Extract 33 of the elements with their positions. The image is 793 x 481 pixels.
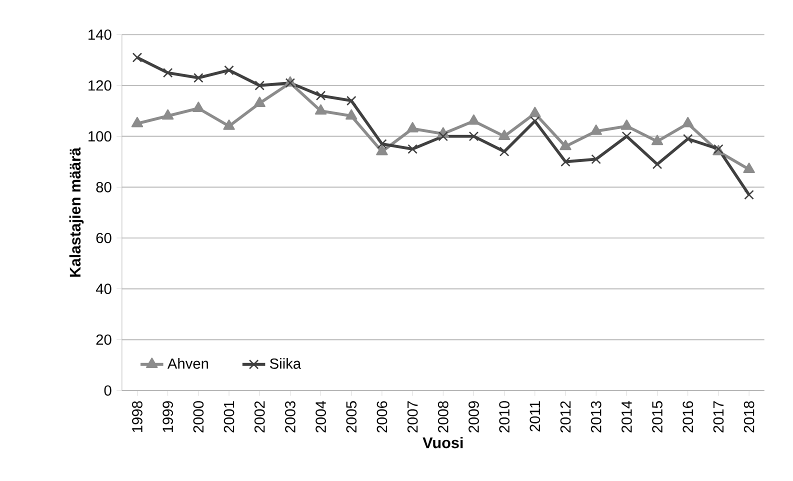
y-axis-title: Kalastajien määrä	[69, 147, 84, 277]
y-tick-label: 140	[88, 29, 112, 40]
y-tick-label: 20	[96, 334, 112, 345]
x-tick-label: 2002	[254, 401, 265, 432]
y-tick-label: 80	[96, 182, 112, 192]
x-tick-label: 2009	[468, 401, 479, 432]
x-tick-label: 2004	[316, 400, 326, 432]
y-tick-label: 100	[88, 131, 112, 142]
x-tick-label: 2005	[346, 401, 357, 432]
x-tick-label: 2011	[530, 401, 540, 432]
x-tick-label: 2012	[560, 401, 571, 432]
x-tick-label: 2008	[438, 401, 448, 432]
y-tick-label: 120	[88, 80, 112, 91]
y-tick-label: 0	[104, 385, 112, 396]
x-tick-label: 2001	[224, 401, 234, 432]
x-tick-label: 2000	[193, 401, 204, 432]
x-tick-label: 2016	[682, 401, 694, 432]
x-tick-label: 1999	[162, 401, 174, 432]
y-tick-label: 60	[96, 232, 112, 244]
x-tick-label: 2017	[713, 401, 724, 432]
y-tick-label: 40	[96, 284, 112, 294]
legend-label: Siika	[270, 358, 302, 369]
x-tick-label: 2015	[652, 401, 662, 432]
x-tick-label: 2006	[376, 401, 388, 432]
legend-label: Ahven	[167, 358, 208, 369]
x-tick-label: 2007	[407, 401, 418, 432]
x-axis-title: Vuosi	[422, 436, 463, 448]
x-tick-label: 1998	[132, 401, 142, 432]
x-tick-label: 2014	[622, 400, 632, 432]
x-tick-label: 2003	[285, 401, 296, 432]
x-tick-label: 2010	[499, 401, 510, 432]
x-tick-label: 2018	[744, 401, 754, 432]
x-tick-label: 2013	[590, 401, 602, 432]
